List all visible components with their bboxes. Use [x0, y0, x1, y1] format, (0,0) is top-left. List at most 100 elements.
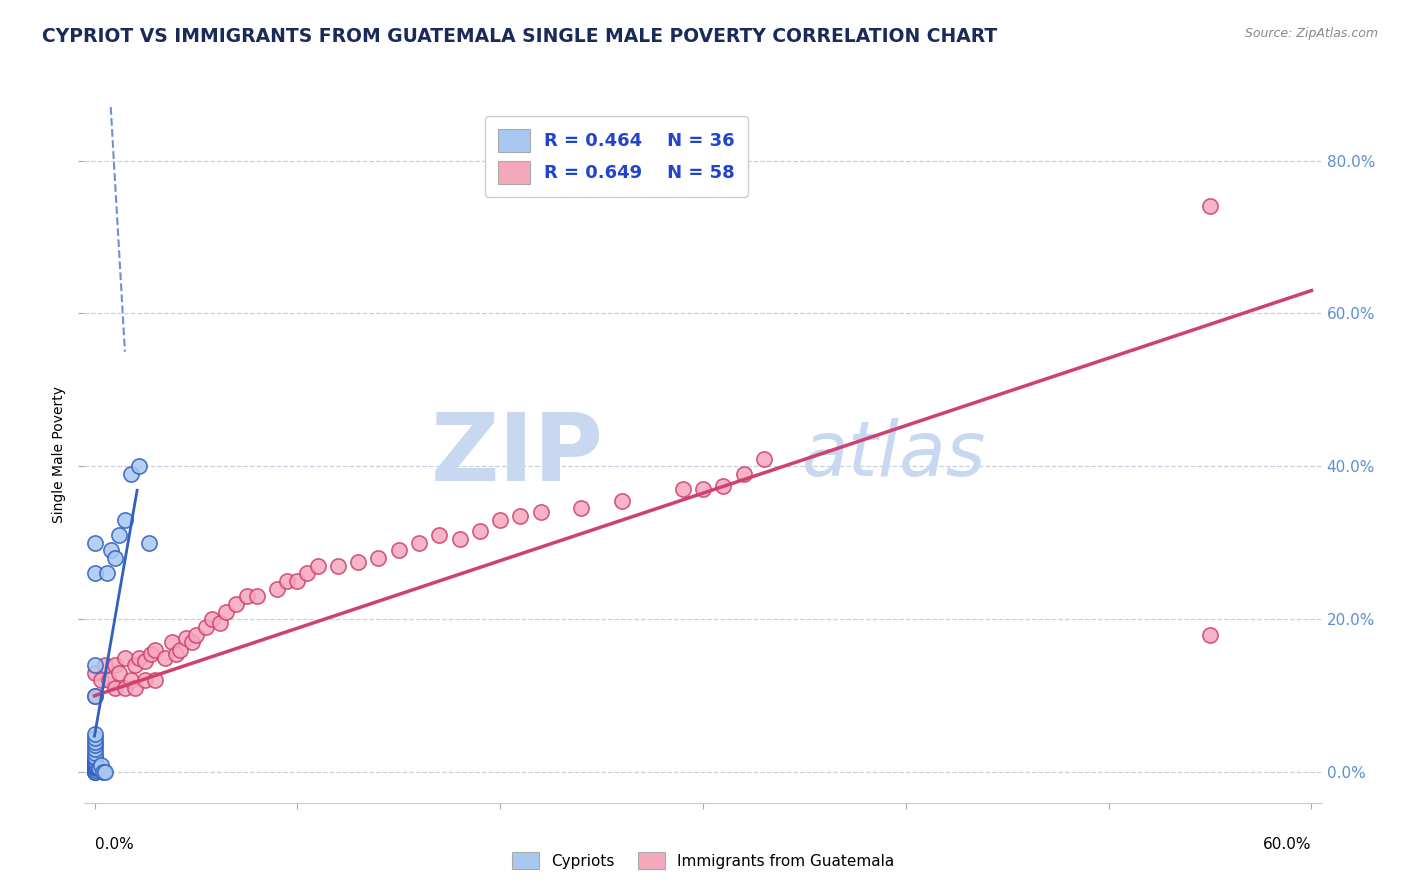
Point — [83, 536, 105, 550]
Point — [120, 467, 142, 481]
Point — [83, 765, 105, 780]
Point — [83, 734, 105, 748]
Point — [408, 536, 430, 550]
Text: 60.0%: 60.0% — [1263, 838, 1312, 852]
Point — [108, 665, 131, 680]
Point — [672, 483, 695, 497]
Text: ZIP: ZIP — [432, 409, 605, 501]
Point — [1199, 627, 1222, 641]
Point — [266, 582, 288, 596]
Point — [610, 493, 633, 508]
Point — [326, 558, 349, 573]
Legend: R = 0.464    N = 36, R = 0.649    N = 58: R = 0.464 N = 36, R = 0.649 N = 58 — [485, 116, 748, 197]
Text: atlas: atlas — [801, 418, 987, 491]
Point — [83, 757, 105, 772]
Point — [83, 665, 105, 680]
Point — [83, 761, 105, 775]
Text: 0.0%: 0.0% — [94, 838, 134, 852]
Point — [201, 612, 224, 626]
Point — [143, 673, 166, 688]
Point — [134, 654, 156, 668]
Point — [114, 513, 136, 527]
Point — [752, 451, 775, 466]
Point — [83, 742, 105, 756]
Point — [128, 650, 150, 665]
Point — [104, 658, 127, 673]
Point — [489, 513, 512, 527]
Point — [134, 673, 156, 688]
Point — [100, 543, 122, 558]
Point — [138, 536, 160, 550]
Point — [83, 566, 105, 581]
Point — [120, 673, 142, 688]
Point — [174, 632, 197, 646]
Point — [91, 765, 114, 780]
Point — [83, 765, 105, 780]
Point — [184, 627, 207, 641]
Text: CYPRIOT VS IMMIGRANTS FROM GUATEMALA SINGLE MALE POVERTY CORRELATION CHART: CYPRIOT VS IMMIGRANTS FROM GUATEMALA SIN… — [42, 27, 997, 45]
Point — [83, 750, 105, 764]
Point — [83, 756, 105, 770]
Point — [93, 658, 115, 673]
Point — [449, 532, 471, 546]
Point — [104, 681, 127, 695]
Point — [225, 597, 247, 611]
Point — [96, 566, 118, 581]
Point — [83, 765, 105, 780]
Point — [246, 590, 269, 604]
Point — [297, 566, 319, 581]
Point — [1199, 199, 1222, 213]
Point — [155, 650, 177, 665]
Point — [83, 754, 105, 768]
Point — [165, 647, 187, 661]
Point — [124, 658, 146, 673]
Point — [427, 528, 450, 542]
Point — [83, 757, 105, 772]
Point — [569, 501, 592, 516]
Point — [169, 643, 191, 657]
Point — [83, 751, 105, 765]
Legend: Cypriots, Immigrants from Guatemala: Cypriots, Immigrants from Guatemala — [505, 846, 901, 875]
Point — [285, 574, 308, 588]
Point — [83, 759, 105, 773]
Point — [509, 509, 531, 524]
Point — [124, 681, 146, 695]
Point — [114, 681, 136, 695]
Point — [180, 635, 202, 649]
Point — [209, 616, 232, 631]
Point — [108, 528, 131, 542]
Point — [276, 574, 298, 588]
Point — [388, 543, 411, 558]
Point — [114, 650, 136, 665]
Point — [530, 505, 553, 519]
Point — [141, 647, 163, 661]
Point — [83, 727, 105, 741]
Point — [733, 467, 755, 481]
Text: Source: ZipAtlas.com: Source: ZipAtlas.com — [1244, 27, 1378, 40]
Point — [97, 673, 120, 688]
Point — [93, 765, 115, 780]
Point — [468, 524, 491, 539]
Point — [235, 590, 257, 604]
Point — [307, 558, 329, 573]
Point — [83, 754, 105, 768]
Point — [83, 739, 105, 753]
Point — [83, 760, 105, 774]
Point — [711, 478, 734, 492]
Point — [143, 643, 166, 657]
Point — [83, 731, 105, 745]
Point — [83, 689, 105, 703]
Point — [128, 459, 150, 474]
Point — [83, 689, 105, 703]
Point — [215, 605, 238, 619]
Point — [692, 483, 714, 497]
Point — [347, 555, 370, 569]
Point — [160, 635, 183, 649]
Point — [83, 658, 105, 673]
Point — [195, 620, 218, 634]
Point — [90, 757, 112, 772]
Point — [83, 746, 105, 760]
Point — [87, 761, 110, 775]
Point — [90, 673, 112, 688]
Point — [83, 763, 105, 777]
